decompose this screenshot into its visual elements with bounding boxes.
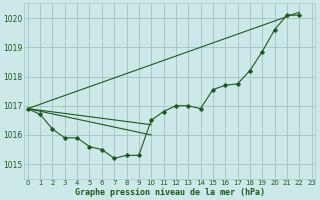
X-axis label: Graphe pression niveau de la mer (hPa): Graphe pression niveau de la mer (hPa) bbox=[75, 188, 265, 197]
